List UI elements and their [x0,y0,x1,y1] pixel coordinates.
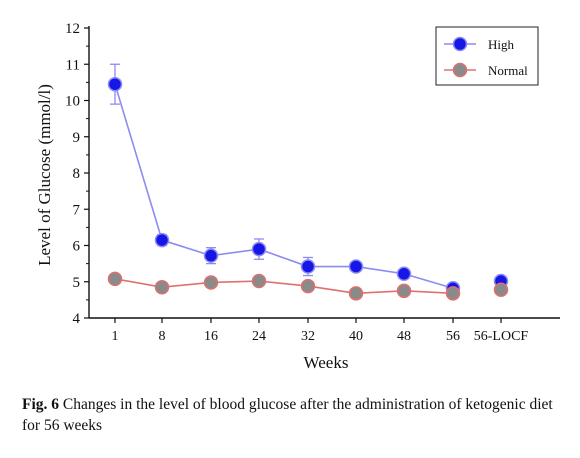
x-tick-label: 1 [112,329,119,344]
x-axis-label: Weeks [304,353,349,372]
data-point [445,286,461,301]
x-tick-label: 24 [252,329,266,344]
series-line [114,83,454,290]
series-high [107,63,509,296]
data-point [154,232,170,248]
y-tick-label: 12 [65,21,80,37]
caption-text: Changes in the level of blood glucose af… [22,396,553,434]
data-point [203,275,219,290]
data-point [203,248,219,263]
chart-series [107,63,509,301]
data-point [107,271,123,287]
x-tick-label: 56-LOCF [474,329,529,344]
data-point [251,273,267,289]
series-line [114,278,454,295]
data-point [493,282,509,297]
series-normal [107,271,509,301]
x-tick-label: 40 [349,329,363,344]
y-tick-label: 10 [65,94,80,110]
y-axis-label: Level of Glucose (mmol/l) [35,84,54,266]
data-point [251,241,267,257]
figure-caption: Fig. 6 Changes in the level of blood glu… [22,394,562,436]
data-point [300,259,316,274]
legend-marker [452,36,468,52]
data-point [396,266,412,282]
caption-figure-label: Fig. 6 [22,396,60,413]
x-tick-label: 32 [301,329,315,344]
y-tick-label: 11 [66,57,80,73]
legend-label: Normal [488,63,528,78]
x-tick-label: 56 [446,329,460,344]
y-tick-label: 7 [73,202,81,218]
x-tick-label: 48 [397,329,411,344]
x-tick-label: 8 [159,329,166,344]
legend-box [435,26,539,86]
data-point [300,278,316,294]
y-tick-label: 5 [73,275,81,291]
data-point [107,76,123,92]
legend-marker [452,62,468,78]
chart-legend: High Normal [435,26,539,86]
data-point [154,279,170,295]
x-tick-label: 16 [204,329,218,344]
data-point [396,283,412,299]
y-tick-label: 4 [73,311,81,327]
y-tick-label: 9 [73,130,81,146]
y-tick-label: 8 [73,166,81,182]
data-point [348,259,364,274]
y-tick-label: 6 [73,239,81,255]
legend-label: High [488,37,515,52]
data-point [348,286,364,301]
